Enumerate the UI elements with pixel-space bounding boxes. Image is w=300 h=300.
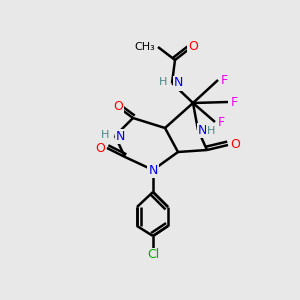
Text: N: N	[116, 130, 125, 142]
Text: N: N	[148, 164, 158, 176]
Text: H: H	[100, 130, 109, 140]
Text: O: O	[113, 100, 123, 113]
Text: F: F	[221, 74, 228, 86]
Text: N: N	[174, 76, 183, 89]
Text: O: O	[188, 40, 198, 52]
Text: H: H	[159, 77, 167, 87]
Text: N: N	[198, 124, 207, 136]
Text: O: O	[230, 139, 240, 152]
Text: F: F	[218, 116, 225, 128]
Text: O: O	[95, 142, 105, 154]
Text: CH₃: CH₃	[134, 42, 155, 52]
Text: H: H	[207, 126, 215, 136]
Text: F: F	[231, 95, 238, 109]
Text: Cl: Cl	[147, 248, 159, 262]
